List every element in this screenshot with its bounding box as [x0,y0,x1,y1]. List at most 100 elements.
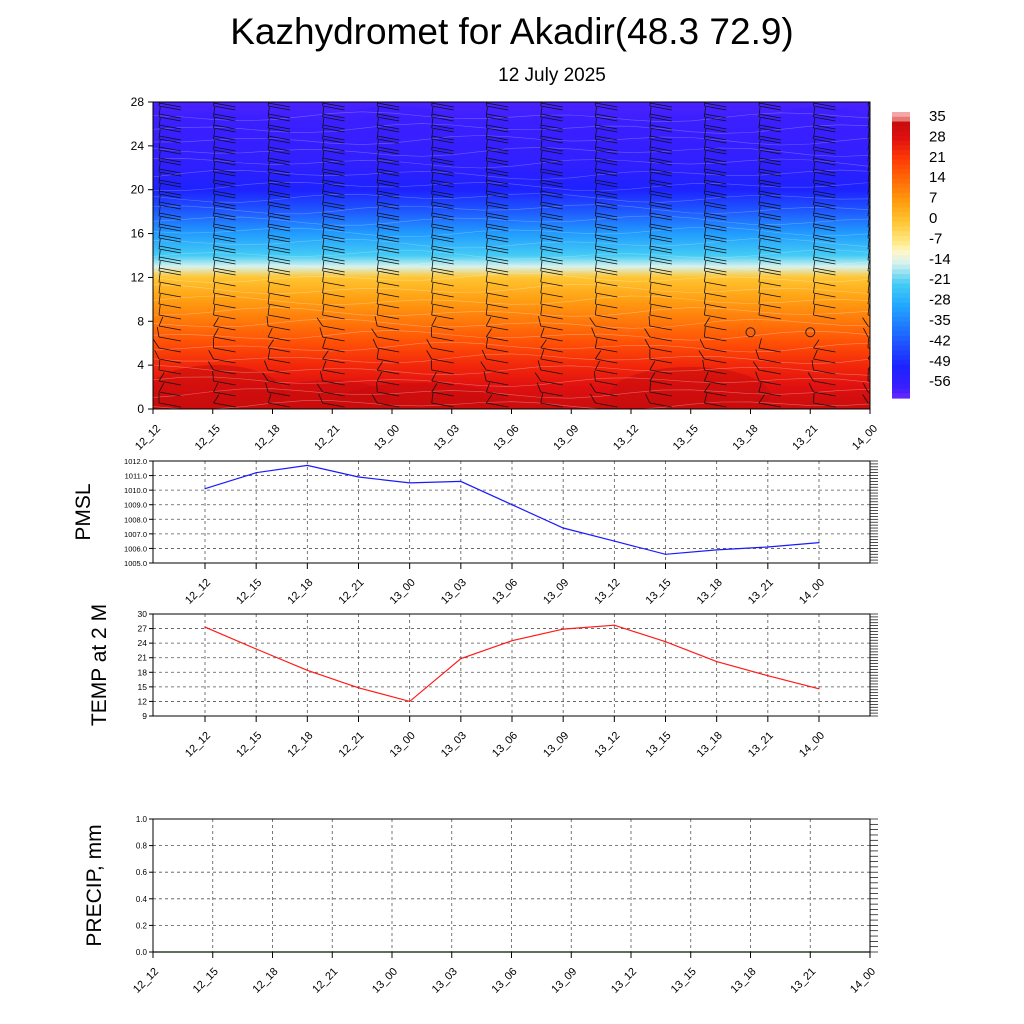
wind-barb-feather [158,171,182,177]
wind-barb-feather [377,237,400,243]
wind-barb-feather [213,314,236,320]
cold-pocket [350,106,440,124]
wind-barb-feather [322,369,345,375]
wind-barb-staff [758,294,761,305]
wind-barb-feather [377,314,400,320]
wind-barb-staff [867,102,869,107]
wind-barb-feather [213,237,236,243]
wind-barb-staff [431,261,434,272]
data-point [767,546,769,548]
wind-barb-staff [758,118,761,129]
wind-barb-feather [322,212,345,218]
wind-barb-feather [213,292,236,298]
wind-barb-staff [540,173,543,184]
wind-barb-feather [322,281,345,287]
wind-barb-feather [268,256,291,262]
wind-barb-staff [372,338,378,349]
wind-barb-feather [704,127,727,133]
wind-barb-feather [431,149,454,155]
wind-barb-feather [213,226,236,232]
wind-barb-feather [268,149,291,155]
wind-barb-feather [213,369,236,375]
wind-barb-feather [213,146,236,152]
wind-barb-feather [486,380,509,386]
wind-barb-feather [540,248,563,254]
wind-barb-staff [594,173,597,184]
colorbar-swatch [892,321,910,328]
colorbar-swatch [892,331,910,337]
wind-barb-staff [267,173,270,184]
wind-barb-feather [813,193,836,199]
wind-barb-feather [704,171,727,177]
wind-barb-feather [377,149,400,155]
wind-barb-staff [703,250,706,261]
wind-barb-feather [158,105,182,111]
wind-barb-feather [158,138,182,144]
wind-barb-staff [158,383,165,393]
wind-barb-feather [758,113,781,119]
wind-barb-staff [758,283,761,294]
wind-barb-staff [483,371,487,382]
wind-barb-feather [268,259,291,265]
y-tick-label: 4 [137,358,144,372]
data-point [306,669,308,671]
wind-barb-staff [540,327,545,338]
wind-barb-feather [867,113,870,115]
wind-barb-feather [213,234,236,240]
wind-barb-feather [268,215,291,221]
wind-barb-feather [867,234,870,236]
wind-barb-feather [268,380,291,386]
wind-barb-feather [431,380,454,386]
wind-barb-feather [649,201,672,207]
wind-barb-staff [594,305,597,316]
wind-barb-staff [813,173,816,184]
wind-barb-feather [813,402,836,408]
wind-barb-feather [213,113,236,119]
wind-barb-feather [813,314,836,320]
wind-barb-feather [540,113,563,119]
colorbar-swatch [892,154,910,161]
wind-barb-staff [867,129,870,140]
wind-barb-feather [595,358,618,364]
isotherm-contour [153,318,870,329]
wind-barb-staff [649,129,652,140]
colorbar-swatch [892,283,910,289]
x-tick-label: 12_12 [133,423,163,453]
wind-barb-feather [268,212,291,218]
wind-barb-feather [268,201,291,207]
wind-barb-feather [758,256,781,262]
x-tick-label: 12_15 [234,577,264,607]
colorbar-swatch [892,126,910,132]
isotherm-contour [153,238,870,249]
y-axis-label: PRECIP, mm [83,824,106,946]
wind-barb-staff [649,294,652,305]
wind-barb-feather [486,248,509,254]
wind-barb-feather [322,171,345,177]
wind-barb-staff [431,118,434,129]
wind-barb-staff [322,206,325,217]
wind-barb-feather [758,237,781,243]
colorbar-label: -49 [929,353,951,370]
isotherm-contour [153,123,870,134]
wind-barb-staff [213,129,216,140]
wind-barb-staff [867,228,870,239]
wind-barb-staff [158,195,161,206]
y-tick-label: 24 [131,139,145,153]
wind-barb-staff [322,162,325,173]
wind-barb-feather [867,102,870,104]
colorbar-swatch [892,207,910,213]
wind-barb-feather [486,171,509,177]
y-tick-label: 21 [138,653,148,663]
wind-barb-staff [758,250,761,261]
chart-subtitle: 12 July 2025 [498,65,606,86]
x-tick-label: 13_00 [370,966,400,996]
wind-barb-feather [595,113,618,119]
wind-barb-feather [322,234,345,240]
wind-barb-staff [431,294,434,305]
wind-barb-feather [867,146,870,148]
wind-barb-staff [322,107,325,118]
wind-barb-feather [867,201,870,203]
wind-barb-staff [485,272,488,283]
wind-barb-staff [322,239,325,250]
wind-barb-staff [431,102,433,107]
